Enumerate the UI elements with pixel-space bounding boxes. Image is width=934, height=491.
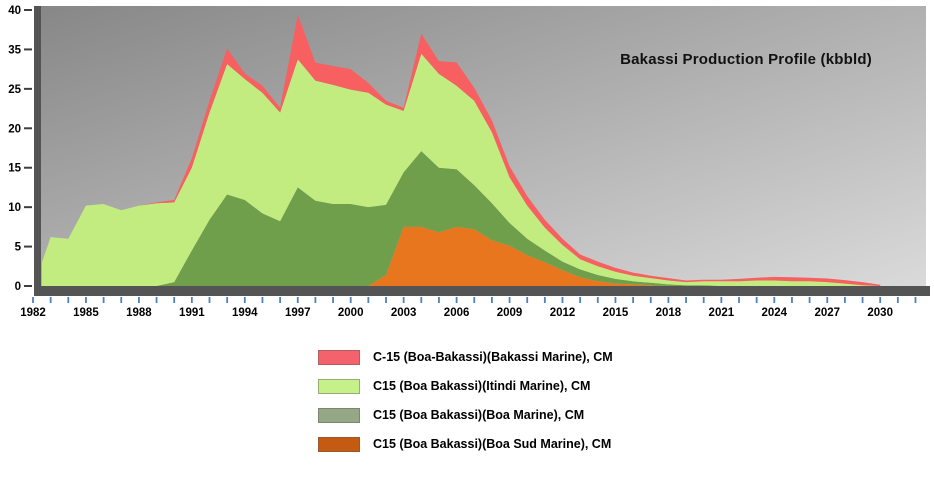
- legend: C-15 (Boa-Bakassi)(Bakassi Marine), CM C1…: [318, 349, 613, 452]
- x-axis-label: 2027: [814, 307, 840, 319]
- legend-label: C15 (Boa Bakassi)(Boa Sud Marine), CM: [373, 437, 612, 451]
- x-axis-label: 1994: [232, 307, 258, 319]
- y-axis-spine: [34, 6, 41, 296]
- x-axis-label: 1985: [73, 307, 99, 319]
- y-axis-label: 10: [8, 202, 21, 214]
- y-axis-label: 35: [8, 44, 21, 56]
- y-axis-label: 20: [8, 123, 21, 135]
- x-axis-label: 2006: [444, 307, 470, 319]
- x-axis-label: 1991: [179, 307, 205, 319]
- legend-item-itindi-marine: C15 (Boa Bakassi)(Itindi Marine), CM: [318, 378, 613, 394]
- x-axis-label: 2024: [762, 307, 788, 319]
- x-axis-label: 1988: [126, 307, 152, 319]
- legend-label: C-15 (Boa-Bakassi)(Bakassi Marine), CM: [373, 350, 613, 364]
- legend-label: C15 (Boa Bakassi)(Boa Marine), CM: [373, 408, 585, 422]
- x-axis-label: 2000: [338, 307, 364, 319]
- x-axis-label: 1982: [20, 307, 46, 319]
- area-boa-marine: [42, 151, 881, 286]
- legend-swatch-boa-marine: [318, 407, 360, 423]
- x-axis-label: 2003: [391, 307, 417, 319]
- y-axis-label: 40: [8, 5, 21, 17]
- legend-label: C15 (Boa Bakassi)(Itindi Marine), CM: [373, 379, 591, 393]
- x-axis-label: 2018: [656, 307, 682, 319]
- legend-swatch-itindi-marine: [318, 378, 360, 394]
- area-boa-sud-marine: [42, 226, 881, 286]
- x-axis-label: 2012: [550, 307, 576, 319]
- x-axis-label: 2015: [603, 307, 629, 319]
- y-axis-label: 15: [8, 163, 21, 175]
- legend-swatch-boa-sud-marine: [318, 436, 360, 452]
- x-axis-label: 1997: [285, 307, 311, 319]
- y-axis-label: 0: [15, 281, 21, 293]
- legend-item-bakassi-marine: C-15 (Boa-Bakassi)(Bakassi Marine), CM: [318, 349, 613, 365]
- y-axis-label: 25: [8, 84, 21, 96]
- legend-item-boa-sud-marine: C15 (Boa Bakassi)(Boa Sud Marine), CM: [318, 436, 613, 452]
- x-axis-bar: [34, 286, 930, 296]
- legend-item-boa-marine: C15 (Boa Bakassi)(Boa Marine), CM: [318, 407, 613, 423]
- x-axis-label: 2009: [497, 307, 523, 319]
- legend-swatch-bakassi-marine: [318, 349, 360, 365]
- x-axis-label: 2021: [709, 307, 735, 319]
- x-axis-label: 2030: [867, 307, 893, 319]
- area-itindi-marine: [42, 53, 881, 286]
- y-axis-label: 5: [15, 242, 22, 254]
- area-bakassi-marine: [42, 14, 881, 286]
- chart-title: Bakassi Production Profile (kbbld): [620, 51, 872, 68]
